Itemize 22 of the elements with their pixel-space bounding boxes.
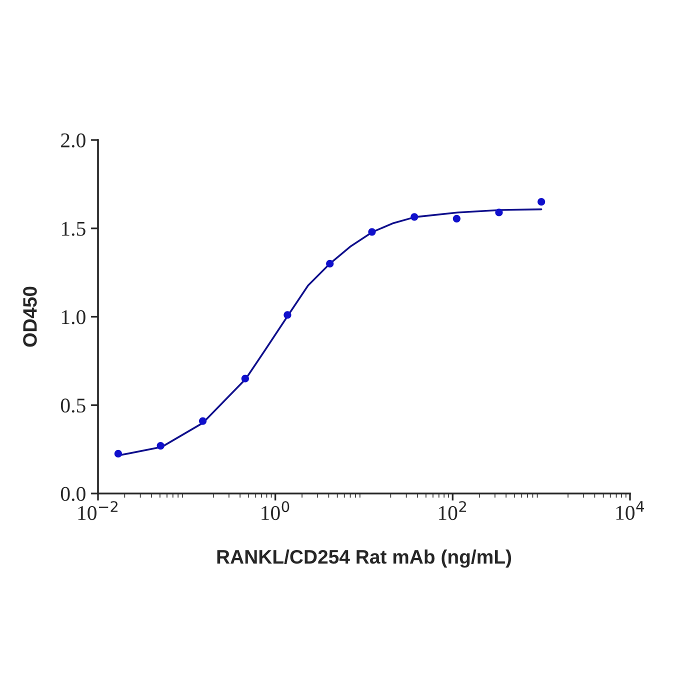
y-tick-label: 1.0	[62, 310, 86, 324]
point	[198, 417, 207, 425]
point	[241, 374, 249, 382]
point	[156, 442, 164, 450]
point	[452, 214, 460, 222]
x-axis-title: RANKL/CD254 Rat mAb (ng/mL)	[217, 549, 512, 568]
point	[284, 311, 292, 319]
point	[114, 450, 122, 458]
y-tick-label: 1.5	[62, 222, 86, 236]
point	[495, 208, 503, 216]
x-tick-label: 10$^{4}$	[616, 501, 644, 520]
point	[326, 260, 334, 268]
x-tick-label: 10$^{2}$	[438, 501, 466, 520]
y-tick-label: 0.5	[60, 398, 86, 413]
y-axis-title: OD450	[23, 286, 37, 347]
x-tick-label: 10$^{0}$	[262, 501, 290, 520]
point	[368, 228, 376, 236]
x-tick-label: 10$^{−2}$	[78, 501, 118, 520]
y-tick-label: 0.0	[60, 486, 86, 502]
point	[410, 213, 418, 221]
point	[538, 198, 546, 206]
y-tick-label: 2.0	[61, 133, 86, 148]
